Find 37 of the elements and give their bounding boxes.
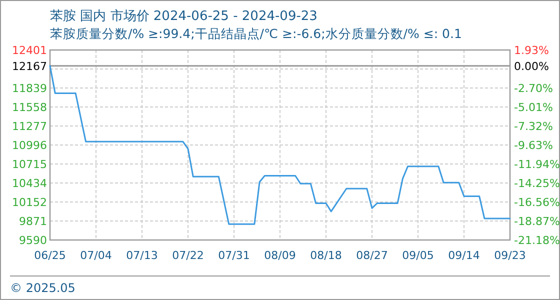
x-tick-label: 09/14 <box>448 249 480 262</box>
x-tick-label: 07/13 <box>126 249 158 262</box>
y2-tick-label: -11.94% <box>514 158 560 172</box>
x-tick-label: 07/22 <box>172 249 204 262</box>
y2-tick-label: -2.70% <box>514 82 553 96</box>
y-tick-label: 10715 <box>12 158 47 171</box>
x-tick-label: 09/23 <box>494 249 526 262</box>
y-tick-label: 11839 <box>12 82 47 95</box>
y-tick-label: 9871 <box>19 215 47 228</box>
y-tick-label: 9590 <box>19 234 47 247</box>
x-tick-label: 06/25 <box>34 249 66 262</box>
y2-tick-label: 1.93% <box>514 44 549 57</box>
y-tick-label: 10434 <box>12 176 47 190</box>
x-tick-label: 08/09 <box>264 249 296 262</box>
x-tick-label: 07/31 <box>218 249 250 262</box>
chart-subtitle: 苯胺质量分数/% ≥:99.4;干品结晶点/℃ ≥:-6.6;水分质量分数/% ≤: 0.1 <box>50 26 462 41</box>
y2-tick-label: -16.56% <box>514 196 560 210</box>
y2-tick-label: 0.00% <box>514 60 549 73</box>
y2-tick-label: -21.18% <box>514 234 560 247</box>
y-tick-label: 10996 <box>12 138 47 152</box>
y2-tick-label: -18.87% <box>514 215 560 228</box>
text: © 2025.05 <box>10 281 76 295</box>
y-tick-label: 10152 <box>12 196 47 210</box>
y2-tick-label: -5.01% <box>514 101 553 114</box>
y2-tick-label: -9.63% <box>514 139 553 152</box>
y2-tick-label: -14.25% <box>514 177 560 190</box>
y-tick-label: 11558 <box>12 100 47 114</box>
y-tick-label: 11277 <box>12 120 47 133</box>
x-tick-label: 08/27 <box>356 249 388 262</box>
chart-title: 苯胺 国内 市场价 2024-06-25 - 2024-09-23 <box>50 9 318 24</box>
y-tick-label: 12167 <box>12 60 47 73</box>
x-tick-label: 08/18 <box>310 249 342 262</box>
line-series <box>49 65 511 225</box>
y2-tick-label: -7.32% <box>514 120 553 134</box>
y-tick-label: 12401 <box>12 44 47 57</box>
x-tick-label: 09/05 <box>402 249 434 262</box>
x-tick-label: 07/04 <box>80 249 112 262</box>
